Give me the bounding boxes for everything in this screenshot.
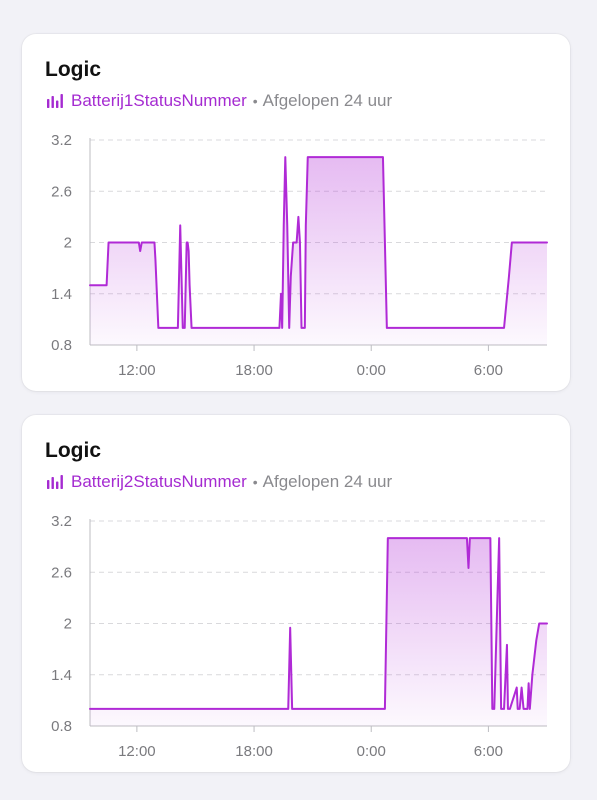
entity-name-link[interactable]: Batterij1StatusNummer <box>71 91 247 110</box>
card-title: Logic <box>45 439 101 462</box>
y-tick-label: 3.2 <box>51 513 72 530</box>
x-tick-label: 12:00 <box>118 743 156 760</box>
y-tick-label: 1.4 <box>51 286 72 303</box>
y-tick-label: 2.6 <box>51 564 72 581</box>
y-tick-label: 2 <box>64 616 72 633</box>
history-card-2: Logic Batterij2StatusNummer • Afgelopen … <box>22 415 570 772</box>
y-tick-label: 1.4 <box>51 667 72 684</box>
card-subtitle: Batterij2StatusNummer • Afgelopen 24 uur <box>46 472 392 492</box>
period-label: Afgelopen 24 uur <box>262 472 393 491</box>
period-label: Afgelopen 24 uur <box>262 91 393 110</box>
history-card-1: Logic Batterij1StatusNummer • Afgelopen … <box>22 34 570 391</box>
x-tick-label: 0:00 <box>357 362 386 379</box>
x-tick-label: 6:00 <box>474 743 503 760</box>
x-tick-label: 6:00 <box>474 362 503 379</box>
y-tick-label: 2 <box>64 235 72 252</box>
x-tick-label: 0:00 <box>357 743 386 760</box>
separator-dot: • <box>252 93 258 109</box>
series-area <box>90 157 547 345</box>
bar-chart-icon <box>47 475 63 489</box>
y-tick-label: 2.6 <box>51 183 72 200</box>
card-subtitle: Batterij1StatusNummer • Afgelopen 24 uur <box>46 91 392 111</box>
card-title: Logic <box>45 58 101 81</box>
x-tick-label: 12:00 <box>118 362 156 379</box>
y-tick-label: 0.8 <box>51 718 72 735</box>
x-tick-label: 18:00 <box>235 743 273 760</box>
x-tick-label: 18:00 <box>235 362 273 379</box>
entity-name-link[interactable]: Batterij2StatusNummer <box>71 472 247 491</box>
status-chart-1[interactable]: 0.8 1.4 2 2.6 3.2 12:00 18:00 0:00 6:00 <box>22 34 570 391</box>
series-line[interactable] <box>89 537 548 710</box>
bar-chart-icon <box>47 94 63 108</box>
series-area <box>90 538 547 726</box>
status-chart-2[interactable]: 0.8 1.4 2 2.6 3.2 12:00 18:00 0:00 6:00 <box>22 415 570 772</box>
y-tick-label: 3.2 <box>51 132 72 149</box>
y-tick-label: 0.8 <box>51 337 72 354</box>
separator-dot: • <box>252 474 258 490</box>
series-line[interactable] <box>89 156 548 329</box>
